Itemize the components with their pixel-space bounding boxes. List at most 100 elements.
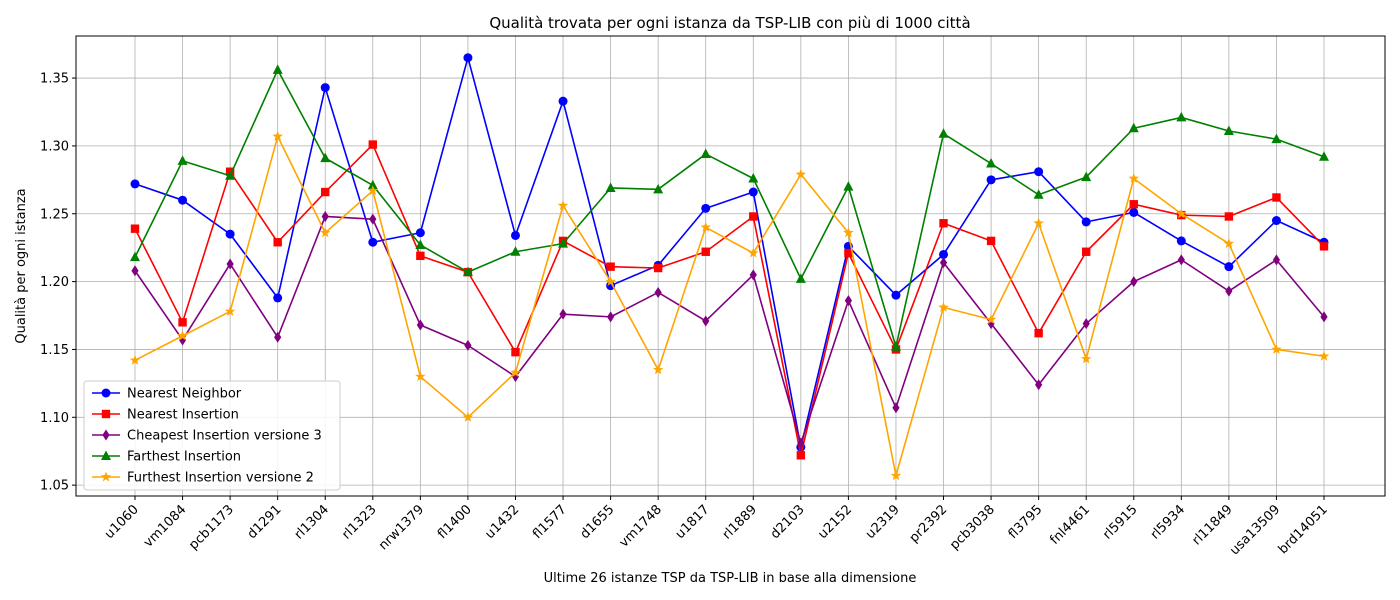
- legend-label: Cheapest Insertion versione 3: [127, 429, 322, 444]
- y-tick-label: 1.20: [40, 275, 69, 290]
- legend: Nearest Neighbor Nearest Insertion Cheapes…: [83, 380, 341, 491]
- series-line: [134, 143, 1325, 457]
- data-point: [416, 319, 424, 331]
- data-point: [1176, 208, 1187, 219]
- data-point: [225, 229, 235, 239]
- data-point: [367, 179, 378, 190]
- data-point: [1319, 242, 1329, 251]
- data-point: [1035, 379, 1043, 391]
- data-point: [1130, 276, 1138, 288]
- data-point: [510, 230, 520, 240]
- data-point: [749, 269, 757, 281]
- data-point: [653, 183, 664, 194]
- x-tick-label: pcb3038: [947, 502, 998, 553]
- data-point: [368, 237, 378, 247]
- series-line: [134, 69, 1325, 348]
- data-point: [1224, 212, 1234, 221]
- y-tick-label: 1.15: [40, 343, 69, 358]
- y-tick-label: 1.10: [40, 411, 69, 426]
- x-tick-label: rl1304: [292, 502, 332, 542]
- data-point: [797, 437, 805, 449]
- data-point: [272, 64, 283, 74]
- data-point: [464, 339, 472, 351]
- data-point: [131, 265, 139, 277]
- legend-item: Nearest Neighbor: [92, 387, 242, 402]
- data-point: [1081, 171, 1092, 182]
- data-point: [130, 251, 140, 262]
- legend-label: Farthest Insertion: [127, 450, 241, 465]
- data-point: [320, 227, 331, 238]
- data-point: [178, 195, 188, 205]
- data-point: [700, 148, 711, 159]
- data-point: [607, 311, 615, 323]
- data-point: [511, 347, 520, 357]
- data-point: [463, 53, 473, 63]
- data-point: [605, 276, 616, 287]
- data-point: [653, 263, 663, 273]
- data-point: [1272, 254, 1281, 266]
- data-point: [130, 224, 140, 233]
- y-tick-label: 1.35: [40, 72, 69, 87]
- legend-box: [83, 380, 341, 491]
- data-point: [321, 187, 330, 197]
- legend-item: Furthest Insertion versione 2: [92, 471, 314, 486]
- legend-item: Farthest Insertion: [92, 450, 241, 465]
- data-point: [1319, 151, 1329, 161]
- data-point: [748, 187, 758, 197]
- data-point: [272, 130, 283, 141]
- legend-label: Nearest Insertion: [127, 408, 239, 423]
- legend-marker: [101, 450, 111, 460]
- data-point: [558, 96, 568, 106]
- data-point: [1271, 343, 1282, 354]
- x-tick-label: fnl4461: [1047, 502, 1093, 548]
- series-farthest-insertion: [130, 64, 1329, 351]
- data-point: [1129, 200, 1138, 209]
- data-point: [368, 140, 377, 149]
- chart-title: Qualità trovata per ogni istanza da TSP-…: [489, 14, 970, 32]
- data-point: [1176, 111, 1187, 122]
- data-point: [415, 228, 425, 238]
- x-tick-label: u1060: [102, 502, 142, 542]
- data-point: [1033, 189, 1044, 199]
- grid: [76, 36, 1385, 496]
- x-tick-label: rl5915: [1100, 502, 1140, 542]
- series-furthest-insertion-versione-2: [129, 130, 1330, 481]
- data-point: [749, 212, 758, 221]
- x-tick-label: pr2392: [907, 502, 951, 546]
- data-point: [273, 238, 282, 247]
- plot-area-frame: [75, 35, 1386, 497]
- x-tick-label: u2152: [815, 502, 855, 542]
- data-point: [1271, 133, 1282, 144]
- data-point: [369, 213, 377, 225]
- series-cheapest-insertion-versione-3: [131, 210, 1328, 449]
- data-point: [844, 248, 853, 258]
- x-tick-label: rl1889: [720, 502, 760, 542]
- x-tick-label: vm1084: [141, 502, 189, 550]
- legend-marker: [102, 429, 110, 441]
- data-point: [938, 128, 949, 138]
- data-point: [1081, 217, 1091, 227]
- data-point: [177, 155, 188, 165]
- data-point: [1177, 254, 1185, 266]
- data-point: [702, 315, 710, 327]
- x-tick-label: fl3795: [1006, 502, 1046, 542]
- data-point: [701, 203, 711, 213]
- data-point: [1318, 350, 1330, 361]
- data-point: [844, 295, 852, 307]
- data-point: [795, 273, 806, 283]
- data-point: [748, 172, 759, 183]
- data-point: [890, 470, 902, 481]
- series-line: [134, 135, 1325, 477]
- data-point: [1034, 328, 1043, 338]
- data-point: [129, 354, 141, 365]
- data-point: [748, 247, 759, 258]
- legend-label: Furthest Insertion versione 2: [127, 471, 314, 486]
- data-point: [890, 341, 901, 351]
- x-tick-label: u1432: [482, 502, 522, 542]
- data-point: [892, 402, 900, 414]
- data-point: [1128, 172, 1139, 183]
- data-point: [652, 364, 664, 375]
- data-point: [1223, 125, 1234, 135]
- data-point: [606, 262, 615, 271]
